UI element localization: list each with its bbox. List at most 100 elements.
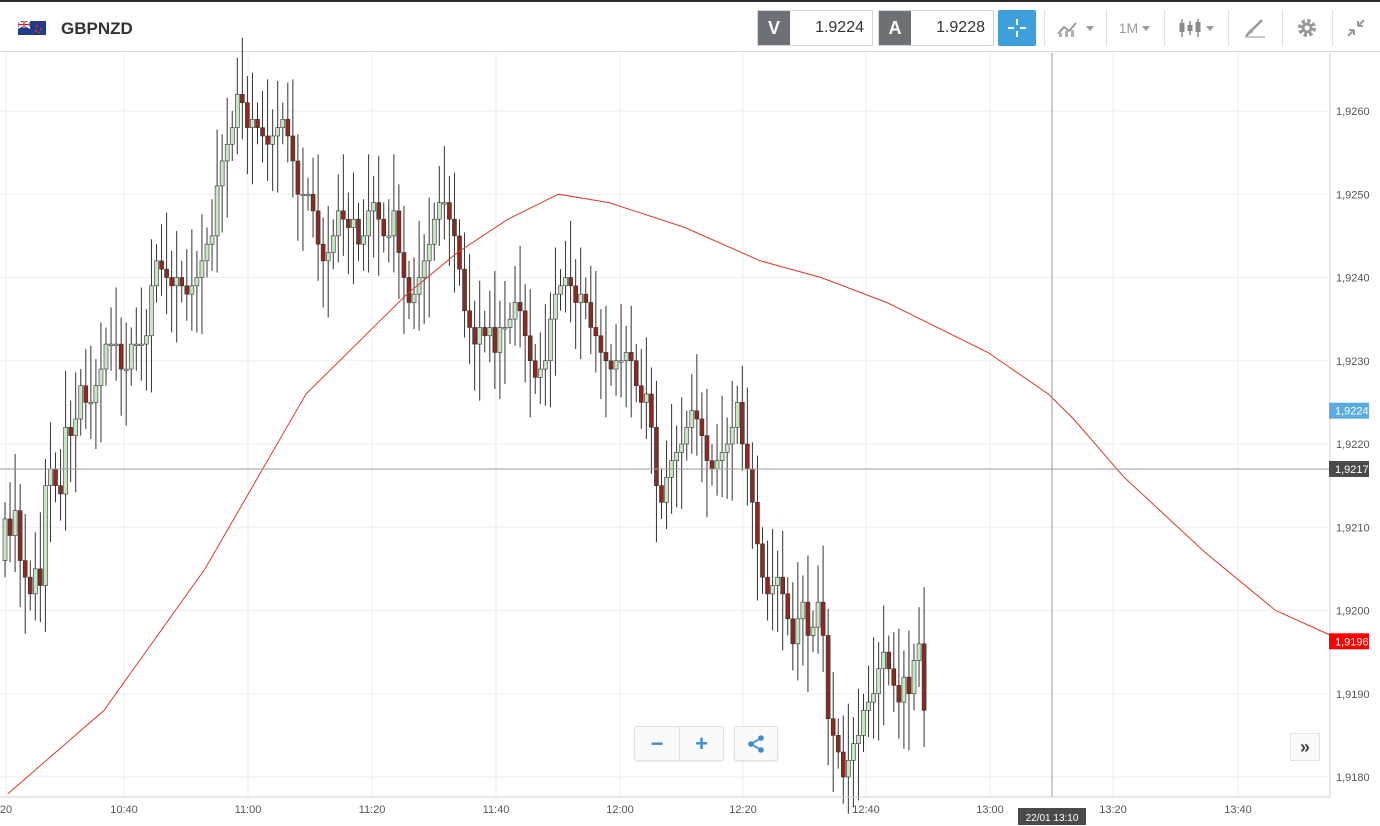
candle [139, 343, 144, 346]
candle [901, 676, 907, 703]
candle [583, 293, 589, 303]
candle [396, 210, 402, 253]
candle [346, 218, 351, 228]
candle [406, 277, 412, 303]
candle [497, 327, 503, 353]
x-tick-label: 20 [0, 804, 12, 816]
candle [760, 543, 765, 578]
y-tick-label: 1,9260 [1336, 106, 1370, 118]
candle [745, 443, 750, 470]
candle [7, 518, 13, 536]
candle [876, 668, 881, 695]
symbol-title: GBPNZD [61, 19, 133, 38]
candle-style-button[interactable] [1164, 10, 1226, 46]
toolbar: GBPNZD V 1.9224 A 1.9228 1M [0, 4, 1380, 52]
candle [568, 277, 573, 287]
candle [573, 285, 578, 303]
candle [578, 293, 584, 303]
chart-type-button[interactable] [1044, 10, 1104, 46]
candle [22, 560, 28, 578]
crosshair-price-badge-bg [1329, 460, 1369, 477]
candle [856, 735, 861, 744]
chart-grid [0, 53, 1330, 797]
chart-axes: 1,9260 1,9250 1,9240 1,9230 1,9220 1,9210 1,92… [0, 53, 1370, 816]
candle [664, 476, 669, 503]
x-tick-label: 11:00 [235, 804, 262, 816]
sell-quote-button[interactable]: V 1.9224 [757, 10, 873, 46]
crosshair-icon [1008, 19, 1026, 37]
crosshair-price-badge-label: 1,9217 [1335, 464, 1369, 476]
y-tick-label: 1,9190 [1336, 689, 1370, 701]
candle [512, 302, 518, 320]
candle [689, 410, 695, 428]
settings-button[interactable] [1282, 10, 1330, 46]
candle [654, 427, 659, 486]
candle [184, 285, 190, 295]
candle [78, 385, 84, 420]
candle [376, 202, 382, 220]
candle [174, 277, 179, 287]
candle [93, 385, 99, 403]
crosshair-button[interactable] [998, 10, 1036, 46]
candle [88, 402, 94, 405]
candle [315, 210, 321, 245]
candle [235, 94, 240, 128]
x-tick-label: 10:40 [110, 804, 138, 816]
candle [659, 485, 664, 503]
candle [43, 485, 48, 586]
candle [694, 410, 700, 420]
buy-quote-button[interactable]: A 1.9228 [878, 10, 994, 46]
candle [113, 343, 119, 346]
candle [623, 352, 629, 362]
candle [820, 601, 826, 636]
current-price-badge-bg [1329, 633, 1369, 650]
candle [487, 327, 493, 337]
candle [411, 293, 417, 303]
x-tick-label: 13:40 [1224, 804, 1252, 816]
candle [502, 327, 508, 330]
candle [815, 601, 821, 628]
candle [739, 402, 745, 445]
candle [548, 318, 553, 362]
candle [32, 568, 38, 595]
candle [103, 343, 109, 370]
candle [886, 651, 892, 670]
draw-tools-button[interactable] [1228, 10, 1280, 46]
candles [2, 37, 927, 814]
candle [426, 243, 432, 262]
crosshair-time-badge [1018, 808, 1086, 825]
x-tick-label: 12:00 [606, 804, 634, 816]
candle [810, 626, 816, 636]
candle [366, 210, 371, 237]
candle [517, 302, 523, 312]
candle [871, 693, 876, 703]
uk-nz-flag-icon [18, 21, 46, 35]
candle [921, 643, 927, 711]
candle [785, 593, 791, 620]
candle [128, 343, 134, 370]
timeframe-button[interactable]: 1M [1106, 10, 1162, 46]
candle [522, 310, 528, 337]
candle [649, 393, 654, 428]
scroll-right-button[interactable]: » [1290, 733, 1320, 761]
collapse-button[interactable] [1332, 10, 1378, 46]
share-icon [748, 734, 764, 753]
share-button[interactable] [734, 726, 778, 761]
zoom-out-button[interactable]: − [650, 730, 664, 756]
candlestick-icon [1179, 19, 1200, 37]
buy-label: A [879, 11, 911, 45]
candle [891, 668, 897, 686]
candle [588, 302, 594, 328]
chevron-down-icon [1085, 25, 1094, 31]
candle [750, 468, 755, 503]
candle [467, 310, 472, 328]
candle [164, 268, 169, 278]
candle [729, 427, 735, 445]
candle [325, 252, 331, 262]
bid-price-badge-label: 1,9224 [1335, 406, 1369, 418]
zoom-in-button[interactable]: + [679, 727, 723, 760]
candle [335, 210, 341, 237]
candle [638, 385, 644, 403]
candle [851, 743, 856, 761]
